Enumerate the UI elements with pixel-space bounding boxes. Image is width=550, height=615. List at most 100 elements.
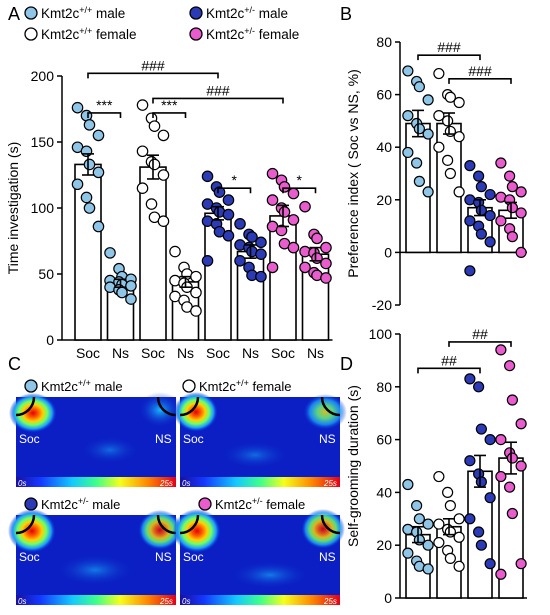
legend: Kmt2c+/+ male Kmt2c+/- male Kmt2c+/+ fem… xyxy=(24,5,299,42)
data-point xyxy=(80,145,93,158)
data-point xyxy=(453,96,465,109)
data-point xyxy=(136,145,149,158)
data-point xyxy=(190,286,202,299)
data-point xyxy=(484,188,496,201)
legend-swatch xyxy=(24,6,38,20)
data-point xyxy=(464,455,476,467)
data-point xyxy=(453,531,465,543)
data-point xyxy=(475,476,487,488)
panel-letter-d: D xyxy=(340,354,353,374)
legend-label: Kmt2c+/+ male xyxy=(41,5,125,21)
y-tick-label: 0 xyxy=(46,332,54,348)
ns-label: NS xyxy=(319,432,336,446)
tile-title: Kmt2c+/- male xyxy=(41,496,120,512)
heatmap-panel: Kmt2c+/+ male Soc NS 0s 25s Kmt2c+/+ fem… xyxy=(8,378,347,606)
colorbar-min: 0s xyxy=(182,597,190,606)
data-point xyxy=(444,91,456,103)
data-point xyxy=(222,208,235,221)
data-point xyxy=(473,170,485,182)
data-point xyxy=(234,254,246,267)
panel-letter-a: A xyxy=(8,4,20,24)
significance-bracket xyxy=(448,78,512,84)
y-tick-label: 20 xyxy=(376,537,392,553)
cage-arc xyxy=(15,396,36,417)
legend-swatch xyxy=(189,6,203,20)
data-point xyxy=(413,175,425,187)
data-point xyxy=(504,170,516,182)
data-point xyxy=(411,500,423,512)
data-point xyxy=(116,286,128,299)
y-tick-label: 100 xyxy=(369,326,393,342)
colorbar xyxy=(180,477,340,487)
data-point xyxy=(222,194,235,206)
tile-legend-swatch xyxy=(24,497,38,511)
significance-bracket xyxy=(417,54,481,61)
heat-spot xyxy=(55,554,135,586)
tile-title: Kmt2c+/+ male xyxy=(41,378,123,394)
data-point xyxy=(255,248,267,260)
data-point xyxy=(92,166,105,179)
significance-label: * xyxy=(297,172,303,188)
legend-item-wt-female: Kmt2c+/+ female xyxy=(24,26,137,42)
data-point xyxy=(92,129,105,142)
data-point xyxy=(201,170,214,183)
data-point xyxy=(444,167,456,180)
data-point xyxy=(190,270,202,283)
significance-label: ## xyxy=(472,326,488,342)
x-tick-label: Ns xyxy=(242,345,259,361)
data-point xyxy=(515,418,527,430)
chart-b-preference-index: -20 0 20 40 60 80 Preference index ( Soc vs NS… xyxy=(345,34,527,313)
data-point xyxy=(433,470,445,483)
cage-arc xyxy=(320,514,341,535)
data-point xyxy=(266,194,279,206)
tile-title: Kmt2c+/+ female xyxy=(199,378,292,394)
data-point xyxy=(453,186,465,198)
significance-bracket xyxy=(417,367,481,374)
significance-bracket xyxy=(152,97,284,104)
heat-spot-ns xyxy=(138,510,182,550)
legend-swatch xyxy=(24,27,38,41)
data-point xyxy=(287,187,300,200)
y-tick-label: 100 xyxy=(31,200,55,216)
data-point xyxy=(475,228,487,240)
data-point xyxy=(484,434,496,446)
tile-legend-swatch xyxy=(24,379,38,393)
data-point xyxy=(464,373,476,385)
colorbar xyxy=(16,595,176,605)
data-point xyxy=(484,209,496,222)
data-point xyxy=(80,191,93,204)
y-axis-label: Preference index ( Soc vs NS, %) xyxy=(345,69,361,278)
data-point xyxy=(190,305,202,317)
heatmap-tile-wt-male: Kmt2c+/+ male Soc NS 0s 25s xyxy=(9,378,182,488)
colorbar-max: 25s xyxy=(323,597,337,606)
colorbar xyxy=(16,477,176,487)
data-point xyxy=(255,236,267,249)
data-point xyxy=(504,481,516,493)
cage-arc xyxy=(15,514,36,535)
legend-swatch xyxy=(189,27,203,41)
data-point xyxy=(213,186,226,198)
significance-bracket xyxy=(152,112,187,118)
data-point xyxy=(255,270,267,283)
heat-spot-soc xyxy=(8,509,56,553)
data-point xyxy=(422,563,434,575)
data-point xyxy=(506,507,518,520)
data-point xyxy=(464,513,476,525)
data-point xyxy=(433,141,445,153)
colorbar-max: 25s xyxy=(159,597,173,606)
data-point xyxy=(83,202,96,214)
data-point xyxy=(83,119,96,131)
data-point xyxy=(495,157,507,169)
colorbar xyxy=(180,595,340,605)
data-point xyxy=(484,236,496,248)
y-tick-label: 0 xyxy=(384,590,392,606)
data-point xyxy=(506,394,518,406)
panel-letter-c: C xyxy=(8,354,21,374)
data-point xyxy=(145,198,158,210)
data-point xyxy=(473,526,485,538)
data-point xyxy=(266,167,279,180)
data-point xyxy=(506,231,518,243)
data-point xyxy=(473,381,485,393)
data-point xyxy=(413,81,425,93)
